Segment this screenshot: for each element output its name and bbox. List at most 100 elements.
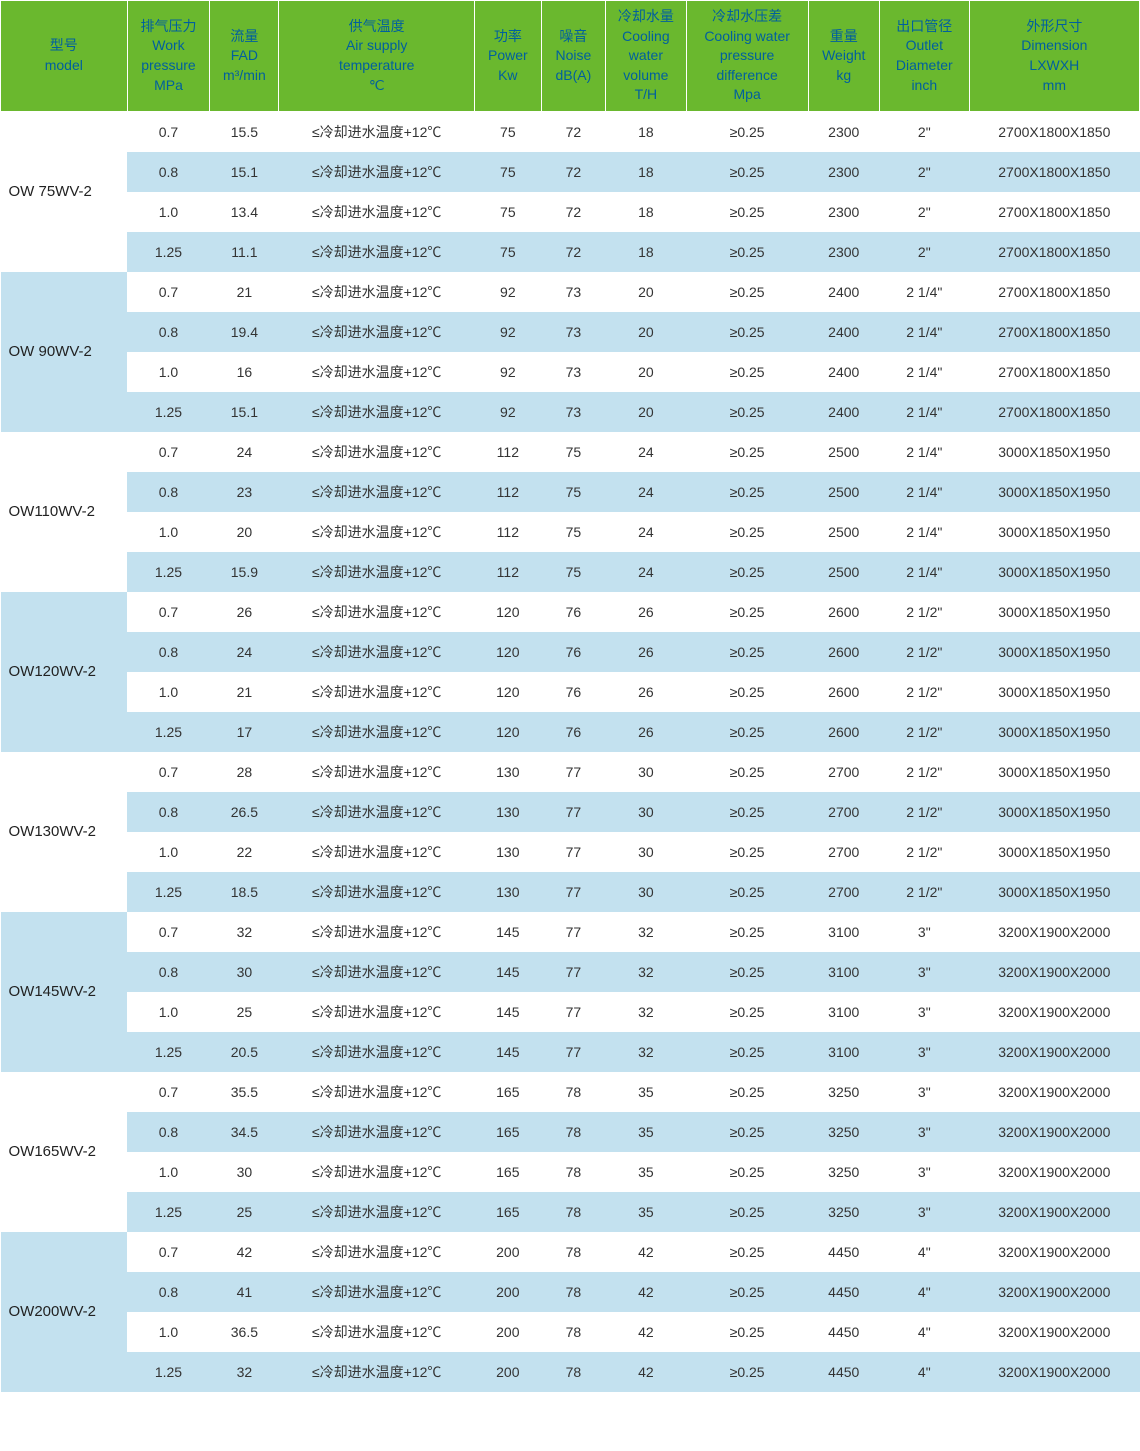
cell-diff: ≥0.25: [686, 1112, 808, 1152]
cell-diff: ≥0.25: [686, 552, 808, 592]
cell-temp: ≤冷却进水温度+12℃: [279, 592, 475, 632]
cell-noise: 77: [541, 752, 605, 792]
cell-pressure: 1.25: [127, 712, 210, 752]
cell-temp: ≤冷却进水温度+12℃: [279, 1232, 475, 1272]
header-diff: 冷却水压差Cooling waterpressuredifferenceMpa: [686, 1, 808, 112]
cell-dim: 3200X1900X2000: [969, 1232, 1139, 1272]
cell-pressure: 0.8: [127, 312, 210, 352]
cell-diff: ≥0.25: [686, 1192, 808, 1232]
cell-temp: ≤冷却进水温度+12℃: [279, 1072, 475, 1112]
cell-temp: ≤冷却进水温度+12℃: [279, 1112, 475, 1152]
cell-noise: 77: [541, 912, 605, 952]
cell-dim: 3200X1900X2000: [969, 1072, 1139, 1112]
cell-dim: 3200X1900X2000: [969, 912, 1139, 952]
cell-temp: ≤冷却进水温度+12℃: [279, 832, 475, 872]
cell-power: 92: [474, 392, 541, 432]
header-model: 型号model: [1, 1, 128, 112]
cell-cooling: 32: [606, 1032, 687, 1072]
table-row: OW 75WV-20.715.5≤冷却进水温度+12℃757218≥0.2523…: [1, 111, 1140, 152]
cell-diff: ≥0.25: [686, 472, 808, 512]
cell-diff: ≥0.25: [686, 632, 808, 672]
cell-pressure: 0.8: [127, 472, 210, 512]
cell-diff: ≥0.25: [686, 592, 808, 632]
cell-fad: 41: [210, 1272, 279, 1312]
cell-weight: 3250: [808, 1152, 879, 1192]
header-weight: 重量Weightkg: [808, 1, 879, 112]
cell-diff: ≥0.25: [686, 392, 808, 432]
model-cell: OW165WV-2: [1, 1072, 128, 1232]
cell-cooling: 42: [606, 1312, 687, 1352]
cell-fad: 21: [210, 272, 279, 312]
cell-pressure: 0.7: [127, 592, 210, 632]
table-row: OW110WV-20.724≤冷却进水温度+12℃1127524≥0.25250…: [1, 432, 1140, 472]
cell-diff: ≥0.25: [686, 672, 808, 712]
cell-fad: 11.1: [210, 232, 279, 272]
cell-noise: 72: [541, 192, 605, 232]
cell-dim: 2700X1800X1850: [969, 111, 1139, 152]
cell-dim: 3200X1900X2000: [969, 1352, 1139, 1392]
cell-cooling: 20: [606, 312, 687, 352]
cell-temp: ≤冷却进水温度+12℃: [279, 1352, 475, 1392]
cell-outlet: 2 1/4": [879, 352, 969, 392]
cell-pressure: 1.25: [127, 232, 210, 272]
cell-dim: 3200X1900X2000: [969, 952, 1139, 992]
cell-power: 92: [474, 312, 541, 352]
cell-fad: 24: [210, 432, 279, 472]
cell-temp: ≤冷却进水温度+12℃: [279, 632, 475, 672]
table-row: 1.021≤冷却进水温度+12℃1207626≥0.2526002 1/2"30…: [1, 672, 1140, 712]
cell-power: 120: [474, 632, 541, 672]
table-row: 0.823≤冷却进水温度+12℃1127524≥0.2525002 1/4"30…: [1, 472, 1140, 512]
cell-power: 112: [474, 432, 541, 472]
cell-noise: 72: [541, 232, 605, 272]
cell-pressure: 1.0: [127, 992, 210, 1032]
cell-fad: 24: [210, 632, 279, 672]
cell-noise: 78: [541, 1352, 605, 1392]
table-row: 1.2515.9≤冷却进水温度+12℃1127524≥0.2525002 1/4…: [1, 552, 1140, 592]
cell-pressure: 1.25: [127, 552, 210, 592]
cell-outlet: 2 1/2": [879, 832, 969, 872]
cell-outlet: 2 1/4": [879, 472, 969, 512]
cell-weight: 2700: [808, 752, 879, 792]
cell-cooling: 32: [606, 952, 687, 992]
cell-diff: ≥0.25: [686, 832, 808, 872]
cell-cooling: 30: [606, 872, 687, 912]
cell-weight: 4450: [808, 1312, 879, 1352]
cell-fad: 34.5: [210, 1112, 279, 1152]
table-row: 0.824≤冷却进水温度+12℃1207626≥0.2526002 1/2"30…: [1, 632, 1140, 672]
cell-outlet: 3": [879, 992, 969, 1032]
cell-fad: 13.4: [210, 192, 279, 232]
cell-power: 145: [474, 952, 541, 992]
cell-dim: 2700X1800X1850: [969, 352, 1139, 392]
cell-temp: ≤冷却进水温度+12℃: [279, 552, 475, 592]
cell-cooling: 18: [606, 111, 687, 152]
cell-power: 75: [474, 111, 541, 152]
cell-weight: 3250: [808, 1072, 879, 1112]
cell-noise: 75: [541, 432, 605, 472]
cell-weight: 3100: [808, 912, 879, 952]
cell-diff: ≥0.25: [686, 872, 808, 912]
cell-weight: 2700: [808, 832, 879, 872]
cell-pressure: 1.0: [127, 672, 210, 712]
cell-cooling: 18: [606, 232, 687, 272]
cell-outlet: 2 1/4": [879, 272, 969, 312]
cell-temp: ≤冷却进水温度+12℃: [279, 152, 475, 192]
cell-cooling: 26: [606, 632, 687, 672]
cell-temp: ≤冷却进水温度+12℃: [279, 952, 475, 992]
cell-weight: 2500: [808, 552, 879, 592]
cell-noise: 72: [541, 111, 605, 152]
table-row: 1.036.5≤冷却进水温度+12℃2007842≥0.2544504"3200…: [1, 1312, 1140, 1352]
cell-pressure: 0.7: [127, 752, 210, 792]
cell-pressure: 0.8: [127, 952, 210, 992]
cell-cooling: 26: [606, 672, 687, 712]
cell-power: 112: [474, 552, 541, 592]
cell-cooling: 35: [606, 1112, 687, 1152]
table-row: 0.826.5≤冷却进水温度+12℃1307730≥0.2527002 1/2"…: [1, 792, 1140, 832]
cell-fad: 16: [210, 352, 279, 392]
cell-fad: 20.5: [210, 1032, 279, 1072]
cell-cooling: 32: [606, 912, 687, 952]
cell-temp: ≤冷却进水温度+12℃: [279, 1272, 475, 1312]
cell-outlet: 2 1/2": [879, 712, 969, 752]
table-row: 1.020≤冷却进水温度+12℃1127524≥0.2525002 1/4"30…: [1, 512, 1140, 552]
cell-fad: 30: [210, 952, 279, 992]
cell-cooling: 24: [606, 472, 687, 512]
